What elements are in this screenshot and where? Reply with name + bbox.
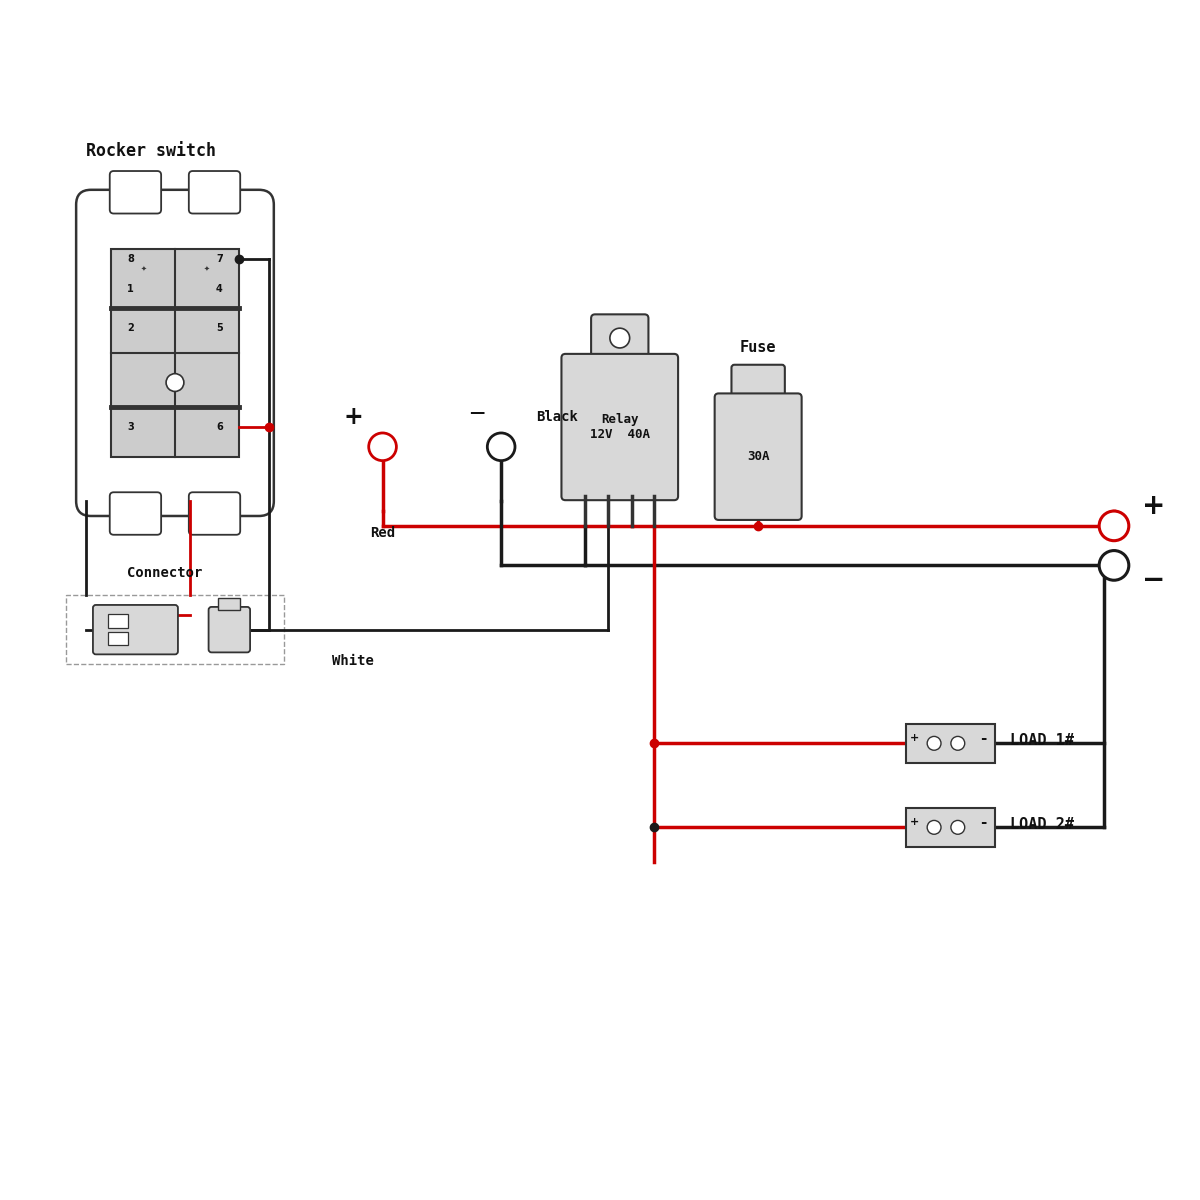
FancyBboxPatch shape [715, 394, 802, 520]
FancyBboxPatch shape [562, 354, 678, 500]
Text: Red: Red [370, 526, 395, 540]
FancyBboxPatch shape [109, 172, 161, 214]
Text: LOAD 2#: LOAD 2# [1010, 817, 1074, 832]
Text: 5: 5 [216, 323, 223, 334]
Bar [906, 808, 995, 847]
Text: +: + [910, 817, 919, 827]
Text: —: — [469, 404, 484, 420]
Circle shape [928, 821, 941, 834]
Text: −: − [1142, 566, 1165, 594]
Circle shape [610, 328, 630, 348]
Text: 1: 1 [127, 283, 134, 294]
Text: ✦: ✦ [204, 266, 210, 272]
Text: 30A: 30A [746, 450, 769, 463]
Text: 3: 3 [127, 422, 134, 432]
Text: +: + [343, 406, 362, 430]
Text: Black: Black [535, 410, 577, 424]
Circle shape [166, 373, 184, 391]
Text: -: - [980, 731, 986, 746]
Text: +: + [910, 733, 919, 743]
Text: Rocker switch: Rocker switch [86, 142, 216, 160]
Bar [110, 250, 239, 457]
Circle shape [928, 737, 941, 750]
Circle shape [950, 737, 965, 750]
Text: 8: 8 [127, 254, 134, 264]
FancyBboxPatch shape [209, 607, 250, 653]
Text: -: - [980, 815, 986, 830]
FancyBboxPatch shape [92, 605, 178, 654]
Bar [906, 724, 995, 763]
Text: White: White [332, 654, 374, 668]
Bar [108, 631, 127, 646]
Text: 4: 4 [216, 283, 223, 294]
Text: LOAD 1#: LOAD 1# [1010, 733, 1074, 748]
Circle shape [1099, 511, 1129, 541]
FancyBboxPatch shape [76, 190, 274, 516]
Text: 2: 2 [127, 323, 134, 334]
Text: Connector: Connector [127, 566, 203, 581]
Bar [66, 595, 283, 665]
Bar [108, 614, 127, 628]
Text: 6: 6 [216, 422, 223, 432]
Text: Relay
12V  40A: Relay 12V 40A [589, 413, 649, 442]
Bar [218, 598, 240, 610]
Circle shape [950, 821, 965, 834]
FancyBboxPatch shape [109, 492, 161, 535]
FancyBboxPatch shape [188, 172, 240, 214]
Text: 7: 7 [216, 254, 223, 264]
FancyBboxPatch shape [592, 314, 648, 361]
Circle shape [1099, 551, 1129, 581]
Text: Fuse: Fuse [740, 341, 776, 355]
Text: +: + [1142, 492, 1165, 520]
Circle shape [487, 433, 515, 461]
FancyBboxPatch shape [732, 365, 785, 401]
Circle shape [368, 433, 396, 461]
Text: ✦: ✦ [140, 266, 146, 272]
FancyBboxPatch shape [188, 492, 240, 535]
